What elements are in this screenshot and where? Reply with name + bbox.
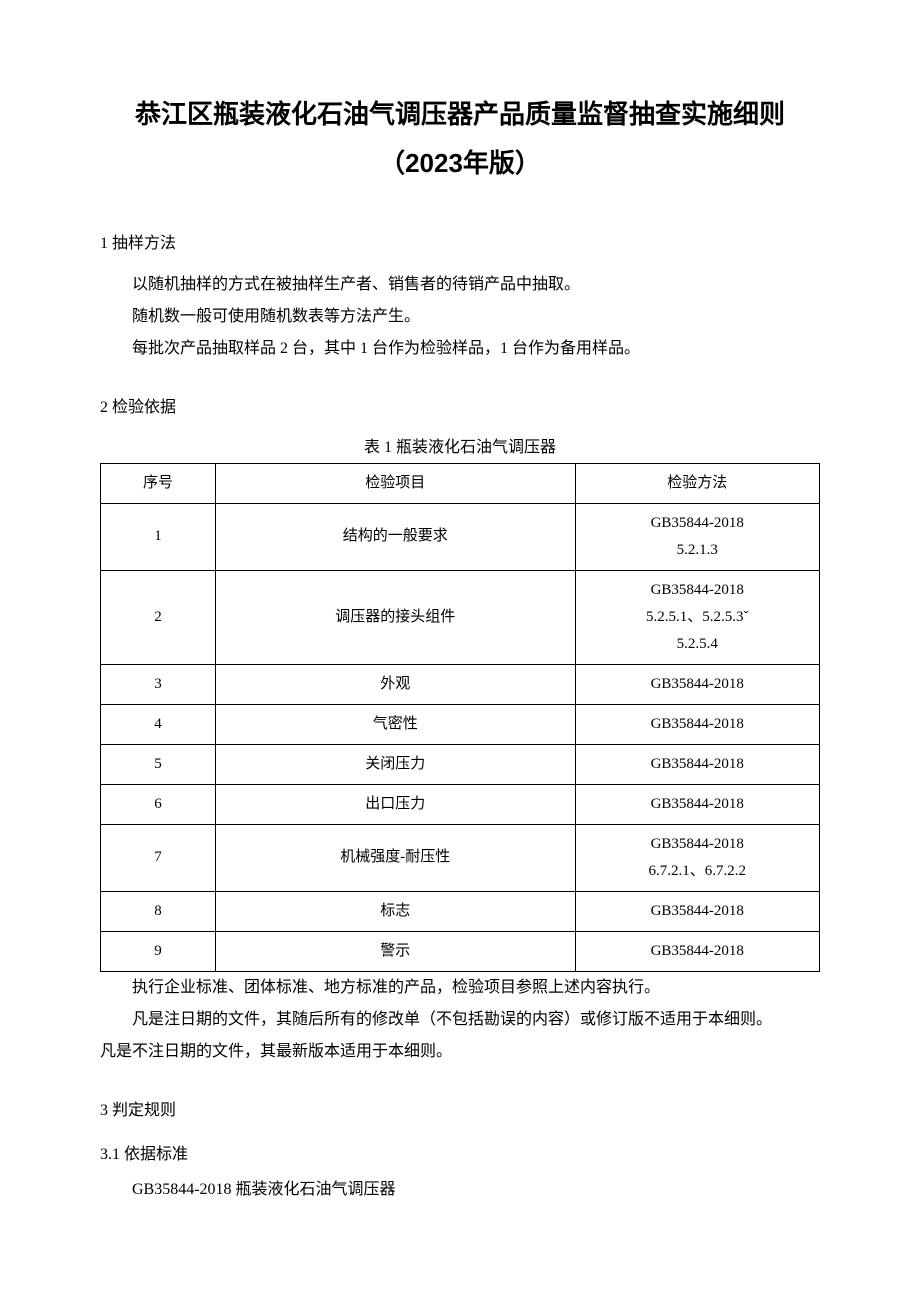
cell-method: GB35844-20185.2.5.1、5.2.5.3ˇ5.2.5.4: [575, 570, 819, 664]
section-2-after-para-1: 执行企业标准、团体标准、地方标准的产品，检验项目参照上述内容执行。: [100, 972, 820, 1004]
cell-method: GB35844-2018: [575, 664, 819, 704]
section-3-heading: 3 判定规则: [100, 1096, 820, 1120]
table-body: 1 结构的一般要求 GB35844-20185.2.1.3 2 调压器的接头组件…: [101, 503, 820, 971]
section-1-heading: 1 抽样方法: [100, 229, 820, 253]
col-header-item: 检验项目: [216, 463, 576, 503]
section-1-para-1: 以随机抽样的方式在被抽样生产者、销售者的待销产品中抽取。: [100, 269, 820, 301]
cell-idx: 8: [101, 891, 216, 931]
title-line-2: （2023年版）: [100, 139, 820, 188]
cell-item: 结构的一般要求: [216, 503, 576, 570]
section-2-after-para-2: 凡是注日期的文件，其随后所有的修改单（不包括勘误的内容）或修订版不适用于本细则。: [100, 1004, 820, 1036]
table-row: 6 出口压力 GB35844-2018: [101, 784, 820, 824]
cell-idx: 6: [101, 784, 216, 824]
cell-method: GB35844-20185.2.1.3: [575, 503, 819, 570]
table-row: 2 调压器的接头组件 GB35844-20185.2.5.1、5.2.5.3ˇ5…: [101, 570, 820, 664]
table-row: 7 机械强度-耐压性 GB35844-20186.7.2.1、6.7.2.2: [101, 824, 820, 891]
document-title: 恭江区瓶装液化石油气调压器产品质量监督抽查实施细则 （2023年版）: [100, 90, 820, 189]
cell-item: 气密性: [216, 704, 576, 744]
cell-method: GB35844-2018: [575, 931, 819, 971]
cell-idx: 2: [101, 570, 216, 664]
cell-item: 标志: [216, 891, 576, 931]
cell-idx: 3: [101, 664, 216, 704]
cell-item: 调压器的接头组件: [216, 570, 576, 664]
table-row: 4 气密性 GB35844-2018: [101, 704, 820, 744]
section-3-1-line: GB35844-2018 瓶装液化石油气调压器: [100, 1174, 820, 1206]
cell-item: 出口压力: [216, 784, 576, 824]
inspection-table: 序号 检验项目 检验方法 1 结构的一般要求 GB35844-20185.2.1…: [100, 463, 820, 972]
cell-idx: 7: [101, 824, 216, 891]
section-1-para-2: 随机数一般可使用随机数表等方法产生。: [100, 301, 820, 333]
table-header-row: 序号 检验项目 检验方法: [101, 463, 820, 503]
table-row: 8 标志 GB35844-2018: [101, 891, 820, 931]
section-1-para-3: 每批次产品抽取样品 2 台，其中 1 台作为检验样品，1 台作为备用样品。: [100, 333, 820, 365]
document-page: 恭江区瓶装液化石油气调压器产品质量监督抽查实施细则 （2023年版） 1 抽样方…: [0, 0, 920, 1301]
cell-method: GB35844-2018: [575, 784, 819, 824]
col-header-method: 检验方法: [575, 463, 819, 503]
cell-idx: 5: [101, 744, 216, 784]
title-line-1: 恭江区瓶装液化石油气调压器产品质量监督抽查实施细则: [100, 90, 820, 139]
cell-method: GB35844-20186.7.2.1、6.7.2.2: [575, 824, 819, 891]
cell-method: GB35844-2018: [575, 891, 819, 931]
section-3-1-heading: 3.1 依据标准: [100, 1140, 820, 1164]
cell-method: GB35844-2018: [575, 744, 819, 784]
section-2-heading: 2 检验依据: [100, 393, 820, 417]
cell-idx: 4: [101, 704, 216, 744]
col-header-index: 序号: [101, 463, 216, 503]
cell-item: 关闭压力: [216, 744, 576, 784]
cell-item: 机械强度-耐压性: [216, 824, 576, 891]
section-2-after-unindented: 凡是不注日期的文件，其最新版本适用于本细则。: [100, 1036, 820, 1068]
cell-idx: 9: [101, 931, 216, 971]
cell-item: 外观: [216, 664, 576, 704]
table-row: 9 警示 GB35844-2018: [101, 931, 820, 971]
table-row: 1 结构的一般要求 GB35844-20185.2.1.3: [101, 503, 820, 570]
table-1-caption: 表 1 瓶装液化石油气调压器: [100, 433, 820, 457]
cell-item: 警示: [216, 931, 576, 971]
cell-method: GB35844-2018: [575, 704, 819, 744]
table-row: 5 关闭压力 GB35844-2018: [101, 744, 820, 784]
table-row: 3 外观 GB35844-2018: [101, 664, 820, 704]
cell-idx: 1: [101, 503, 216, 570]
